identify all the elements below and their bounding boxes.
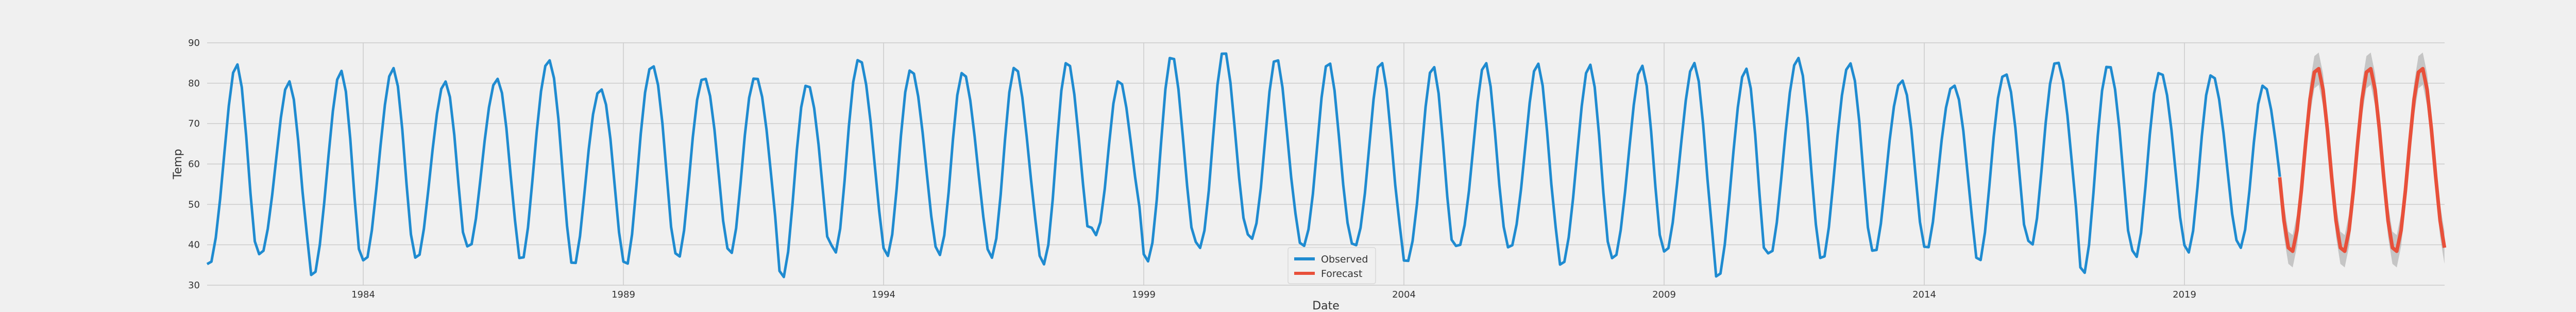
y-tick-label: 40 xyxy=(188,240,200,251)
x-tick-label: 1989 xyxy=(612,289,635,300)
y-axis-title: Temp xyxy=(172,149,184,180)
x-tick-label: 2019 xyxy=(2173,289,2196,300)
y-tick-label: 90 xyxy=(188,38,200,48)
x-tick-label: 1984 xyxy=(351,289,375,300)
legend: Observed Forecast xyxy=(1287,247,1376,284)
y-tick-label: 30 xyxy=(188,280,200,291)
x-tick-label: 1999 xyxy=(1132,289,1156,300)
x-tick-label: 2004 xyxy=(1392,289,1416,300)
x-tick-label: 2014 xyxy=(1912,289,1936,300)
x-axis-title: Date xyxy=(1312,300,1340,309)
y-tick-label: 50 xyxy=(188,199,200,210)
tick-layer: 30 40 50 60 70 80 90 1984 1989 1994 1999 2004 2009 20… xyxy=(188,38,2196,300)
observed-line xyxy=(206,52,2281,278)
legend-label-forecast: Forecast xyxy=(1321,268,1362,280)
y-tick-label: 60 xyxy=(188,159,200,170)
forecast-line xyxy=(2278,67,2447,253)
legend-label-observed: Observed xyxy=(1321,254,1368,265)
x-tick-label: 1994 xyxy=(872,289,895,300)
series-layer xyxy=(206,52,2447,278)
x-tick-label: 2009 xyxy=(1652,289,1676,300)
y-tick-label: 70 xyxy=(188,119,200,129)
y-tick-label: 80 xyxy=(188,78,200,89)
